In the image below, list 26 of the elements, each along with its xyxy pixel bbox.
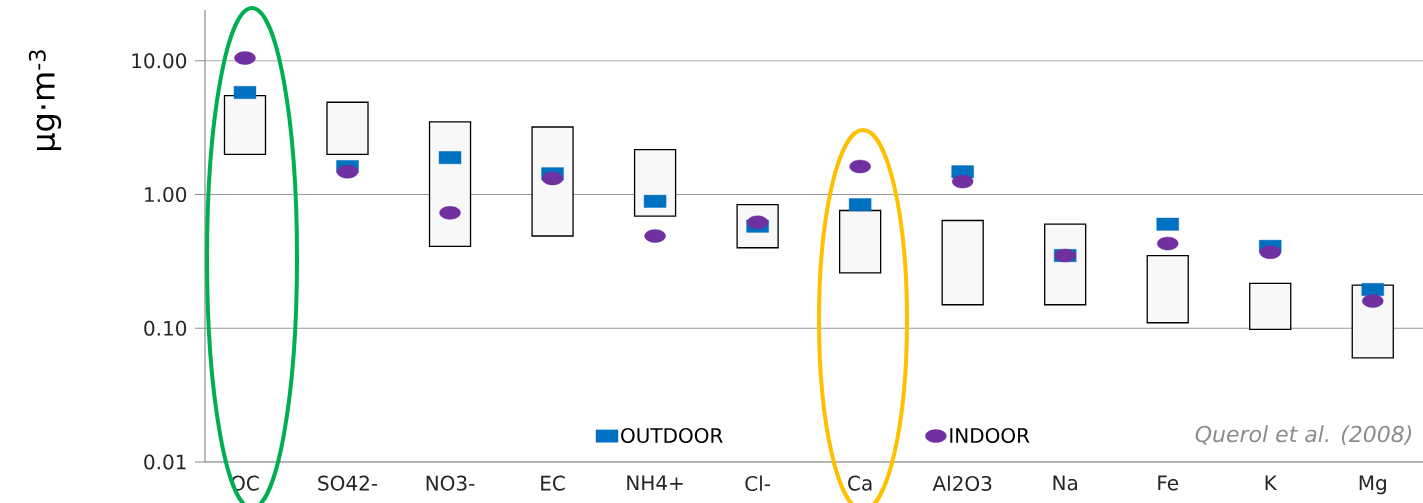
x-tick-label: SO42- [318, 475, 378, 491]
x-tick-label: Na [1053, 475, 1077, 491]
y-axis-title: µg·m$^{-3}$ [28, 50, 62, 151]
legend-label: INDOOR [950, 427, 1030, 444]
x-tick-label: NO3- [426, 475, 475, 491]
legend-label: OUTDOOR [621, 427, 723, 444]
bar [326, 101, 369, 155]
y-tick-label: 0.10 [144, 320, 187, 336]
bar [941, 219, 984, 306]
bar [531, 126, 574, 237]
bar [223, 94, 267, 155]
y-tick-label: 0.01 [144, 454, 186, 470]
y-tick-label: 10.00 [132, 53, 187, 69]
annotation: Querol et al. (2008) [1195, 425, 1412, 445]
x-tick-label: Ca [848, 475, 872, 491]
bar [838, 209, 882, 274]
x-tick-label: Fe [1158, 475, 1179, 491]
x-tick-label: Mg [1359, 475, 1386, 495]
x-tick-label: NH4+ [627, 475, 683, 491]
bar [1146, 254, 1189, 324]
x-tick-label: EC [541, 475, 565, 491]
x-tick-label: Cl- [745, 475, 770, 492]
x-tick-label: K [1265, 475, 1278, 491]
y-tick-label: 1.00 [145, 187, 187, 203]
bar [1249, 282, 1292, 331]
x-tick-label: Al2O3 [932, 475, 992, 492]
